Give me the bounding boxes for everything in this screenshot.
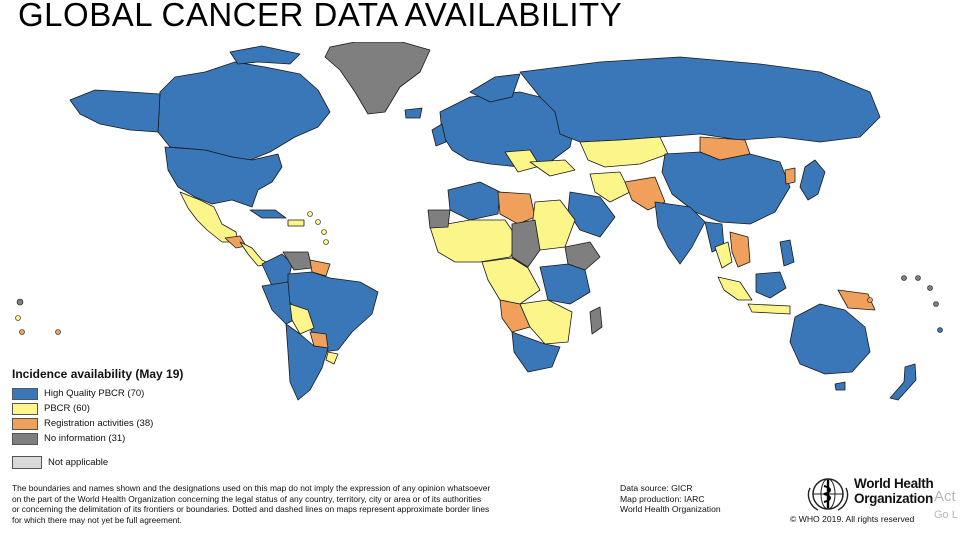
region-west-sahara-grey <box>427 209 451 229</box>
source-line: World Health Organization <box>620 504 721 515</box>
region-papua <box>837 289 876 311</box>
region-japan <box>799 159 826 201</box>
who-name-line1: World Health <box>854 476 934 491</box>
region-central-africa-yellow <box>481 257 541 305</box>
island-marker <box>55 329 61 335</box>
legend-label: Not applicable <box>48 457 109 468</box>
world-map <box>15 42 943 401</box>
region-guianas <box>309 259 331 277</box>
island-marker <box>321 229 327 235</box>
legend-label: High Quality PBCR (70) <box>44 388 145 399</box>
legend-swatch <box>12 417 38 430</box>
region-argentina <box>285 323 329 401</box>
who-name: World Health Organization <box>854 476 934 506</box>
region-turkey <box>529 159 576 177</box>
legend-label: No information (31) <box>44 433 126 444</box>
legend-title: Incidence availability (May 19) <box>12 367 184 381</box>
region-cuba <box>249 209 287 219</box>
region-bolivia <box>289 303 315 335</box>
legend-swatch <box>12 387 38 400</box>
region-madagascar <box>589 306 603 335</box>
region-central-africa-grey <box>511 219 541 268</box>
region-borneo <box>755 271 787 299</box>
source-line: Data source: GICR <box>620 483 693 493</box>
region-east-africa-blue <box>539 263 591 305</box>
island-marker <box>15 315 21 321</box>
legend-item-registration: Registration activities (38) <box>12 416 272 431</box>
map-disclaimer: The boundaries and names shown and the d… <box>12 483 602 525</box>
region-ethiopia-grey <box>564 241 601 271</box>
page-title: GLOBAL CANCER DATA AVAILABILITY <box>18 0 623 33</box>
legend-label: Registration activities (38) <box>44 418 154 429</box>
island-marker <box>933 301 939 307</box>
legend-item-not-applicable: Not applicable <box>12 456 108 469</box>
legend-swatch <box>12 402 38 415</box>
region-iceland <box>404 107 423 119</box>
island-marker <box>867 297 873 303</box>
who-name-line2: Organization <box>854 491 933 506</box>
region-canada-islands <box>229 45 301 65</box>
legend-item-no-information: No information (31) <box>12 431 272 446</box>
island-marker <box>323 239 329 245</box>
region-russia <box>519 56 881 143</box>
map-legend: Incidence availability (May 19) High Qua… <box>12 367 272 446</box>
disclaimer-line: The boundaries and names shown and the d… <box>12 483 491 493</box>
region-korea <box>784 167 796 185</box>
region-uk <box>431 123 447 147</box>
legend-swatch <box>12 432 38 445</box>
region-angola-orange <box>499 299 531 333</box>
region-west-africa-yellow <box>429 219 521 263</box>
island-marker <box>901 275 907 281</box>
who-emblem-icon <box>807 478 849 511</box>
region-sumatra <box>717 276 753 301</box>
region-alaska <box>69 89 161 133</box>
legend-item-high-quality: High Quality PBCR (70) <box>12 386 272 401</box>
region-java <box>747 303 791 315</box>
disclaimer-line: on the part of the World Health Organiza… <box>12 493 482 504</box>
island-marker <box>315 219 321 225</box>
region-indochina <box>729 231 751 268</box>
island-marker <box>927 285 933 291</box>
island-marker <box>19 329 25 335</box>
legend-item-pbcr: PBCR (60) <box>12 401 272 416</box>
region-caribbean-yellow <box>287 219 305 227</box>
region-colombia <box>261 253 293 287</box>
island-marker <box>16 298 24 306</box>
watermark-line1: Act <box>934 488 956 505</box>
windows-activation-watermark: Act Go L <box>934 486 958 522</box>
legend-swatch <box>12 456 42 469</box>
legend-label: PBCR (60) <box>44 403 90 414</box>
data-source: Data source: GICR Map production: IARC W… <box>620 483 721 515</box>
disclaimer-line: or concerning the delimitation of its fr… <box>12 504 490 515</box>
island-marker <box>915 275 921 281</box>
region-new-zealand <box>889 363 917 401</box>
region-scandinavia <box>469 73 521 103</box>
region-usa <box>164 146 283 208</box>
disclaimer-line: for which there may not yet be full agre… <box>12 514 182 525</box>
region-greenland <box>324 42 431 115</box>
region-tasmania <box>834 381 846 391</box>
region-india <box>654 201 706 265</box>
region-north-africa-blue <box>447 181 501 221</box>
copyright: © WHO 2019. All rights reserved <box>790 514 915 524</box>
region-uruguay <box>325 351 339 365</box>
region-iran <box>589 171 631 203</box>
region-south-africa-blue <box>511 331 561 373</box>
region-sahara-orange <box>497 191 536 225</box>
source-line: Map production: IARC <box>620 493 705 504</box>
island-marker <box>937 327 943 333</box>
region-australia <box>789 303 871 375</box>
region-kazakhstan <box>579 136 669 168</box>
watermark-line2: Go L <box>934 509 958 521</box>
region-southern-africa-yellow <box>519 299 573 345</box>
region-china <box>661 151 791 225</box>
island-marker <box>307 211 313 217</box>
region-canada <box>157 61 331 161</box>
region-philippines <box>779 239 795 267</box>
region-thailand <box>714 241 733 269</box>
